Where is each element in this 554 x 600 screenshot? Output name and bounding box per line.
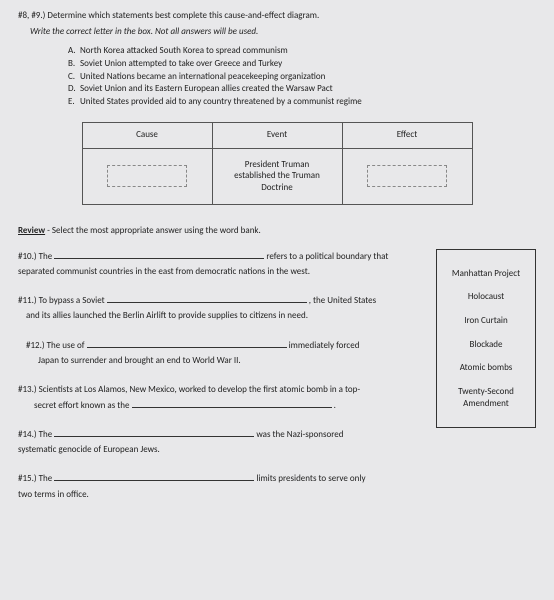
choice-c: C.United Nations became an international… bbox=[68, 71, 536, 83]
word-bank: Manhattan Project Holocaust Iron Curtain… bbox=[436, 249, 536, 429]
question-11: #11.) To bypass a Soviet , the United St… bbox=[18, 293, 424, 324]
question-14: #14.) The was the Nazi-sponsored systema… bbox=[18, 427, 424, 458]
wordbank-item: Holocaust bbox=[441, 291, 531, 303]
cause-box[interactable] bbox=[82, 148, 212, 204]
cause-header: Cause bbox=[82, 122, 212, 148]
effect-header: Effect bbox=[342, 122, 472, 148]
choice-d: D.Soviet Union and its Eastern European … bbox=[68, 83, 536, 95]
blank-10[interactable] bbox=[54, 250, 264, 259]
instruction-text: Write the correct letter in the box. Not… bbox=[30, 26, 536, 38]
effect-box[interactable] bbox=[342, 148, 472, 204]
review-heading: Review - Select the most appropriate ans… bbox=[18, 225, 536, 237]
question-header: #8, #9.) Determine which statements best… bbox=[18, 10, 536, 22]
choice-b: B.Soviet Union attempted to take over Gr… bbox=[68, 58, 536, 70]
answer-choices: A.North Korea attacked South Korea to sp… bbox=[68, 45, 536, 107]
wordbank-item: Iron Curtain bbox=[441, 315, 531, 327]
question-10: #10.) The refers to a political boundary… bbox=[18, 249, 424, 280]
blank-13[interactable] bbox=[132, 399, 332, 408]
question-12: #12.) The use of immediately forced Japa… bbox=[18, 338, 424, 369]
question-13: #13.) Scientists at Los Alamos, New Mexi… bbox=[18, 382, 424, 413]
blank-11[interactable] bbox=[107, 294, 307, 303]
wordbank-item: Manhattan Project bbox=[441, 268, 531, 280]
question-15: #15.) The limits presidents to serve onl… bbox=[18, 471, 424, 502]
blank-15[interactable] bbox=[54, 472, 254, 481]
wordbank-item: Atomic bombs bbox=[441, 362, 531, 374]
cause-effect-diagram: Cause Event Effect President Truman esta… bbox=[18, 122, 536, 205]
choice-e: E.United States provided aid to any coun… bbox=[68, 96, 536, 108]
choice-a: A.North Korea attacked South Korea to sp… bbox=[68, 45, 536, 57]
blank-14[interactable] bbox=[54, 428, 254, 437]
wordbank-item: Twenty-Second Amendment bbox=[441, 386, 531, 409]
event-box: President Truman established the Truman … bbox=[212, 148, 342, 204]
blank-12[interactable] bbox=[87, 339, 287, 348]
wordbank-item: Blockade bbox=[441, 339, 531, 351]
event-header: Event bbox=[212, 122, 342, 148]
